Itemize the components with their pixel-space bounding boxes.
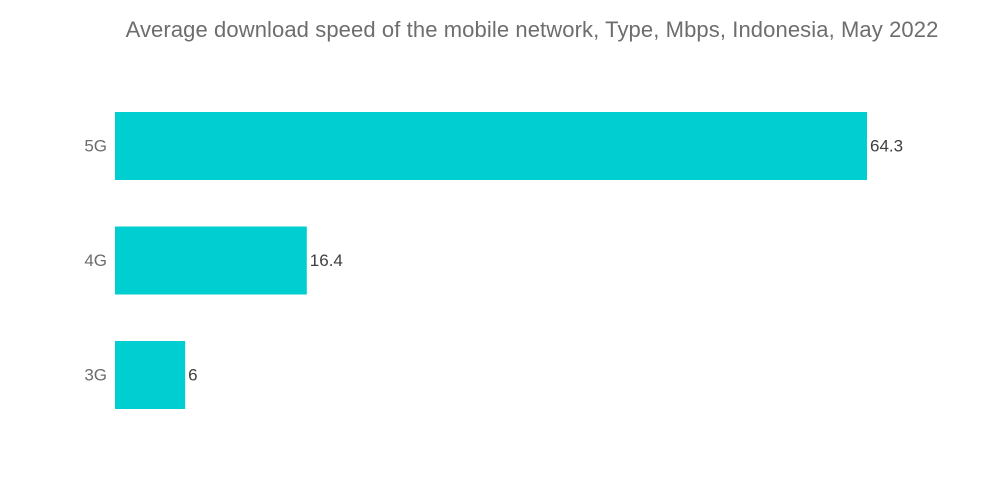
value-label-3g: 6 xyxy=(188,366,197,385)
bar-5g xyxy=(115,112,867,180)
category-labels: 5G 4G 3G xyxy=(84,137,107,385)
category-label-3g: 3G xyxy=(84,366,107,385)
chart-title: Average download speed of the mobile net… xyxy=(125,17,939,42)
category-label-4g: 4G xyxy=(84,251,107,270)
bar-4g xyxy=(115,226,307,295)
category-label-5g: 5G xyxy=(84,137,107,156)
value-labels: 64.3 16.4 6 xyxy=(188,137,903,385)
value-label-5g: 64.3 xyxy=(870,137,903,156)
bars-group xyxy=(115,112,867,409)
bar-3g xyxy=(115,341,186,409)
value-label-4g: 16.4 xyxy=(310,251,343,270)
